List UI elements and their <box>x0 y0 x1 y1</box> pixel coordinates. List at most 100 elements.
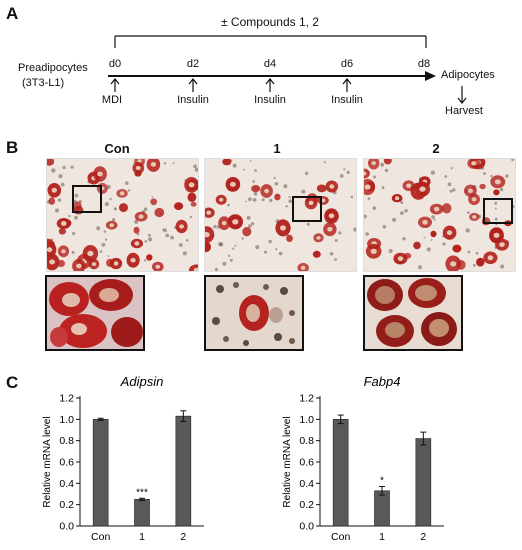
nucleus-dot <box>60 182 65 187</box>
lipid-core <box>119 191 125 196</box>
nucleus-dot <box>143 207 148 211</box>
nucleus-dot <box>306 222 310 226</box>
lipid-core <box>450 261 457 267</box>
nucleus-dot <box>99 250 103 253</box>
addition-label-insulin-d6: Insulin <box>331 94 363 106</box>
nucleus-dot <box>274 181 279 186</box>
nucleus-dot <box>248 197 252 202</box>
nucleus-dot <box>162 228 165 231</box>
lipid-core <box>467 188 473 193</box>
lipid-core <box>493 232 500 238</box>
nucleus-dot <box>163 162 167 165</box>
nucleus-dot <box>113 207 117 211</box>
lipid-core <box>97 171 103 177</box>
y-tick-label: 0.6 <box>299 457 314 469</box>
lipid-core <box>308 200 314 206</box>
nucleus-dot <box>104 238 108 241</box>
lipid-core <box>47 247 53 253</box>
lipid-core <box>280 225 286 231</box>
lipid-core <box>137 159 142 163</box>
lipid-core <box>327 227 333 232</box>
nucleus-dot <box>218 242 223 247</box>
nucleus-dot <box>418 265 422 270</box>
lipid-droplet <box>150 198 158 206</box>
y-tick-label: 1.2 <box>59 393 74 405</box>
chart-fabp4: Fabp4 Relative mRNA level 0.0 0.2 0.4 0.6 0.8 1… <box>282 374 444 543</box>
nucleus-dot <box>505 174 509 178</box>
lipid-droplet <box>364 168 370 179</box>
lipid-droplet <box>119 203 128 213</box>
nucleus-dot <box>343 168 346 171</box>
nucleus-dot <box>483 172 486 175</box>
nucleus-dot <box>57 198 62 202</box>
lipid-core <box>51 187 57 193</box>
lipid-core <box>397 256 404 261</box>
lipid-core <box>316 236 321 240</box>
nucleus-dot <box>499 187 504 192</box>
nucleus-dot <box>234 244 237 247</box>
lipid-core <box>446 230 453 236</box>
nucleus-dot <box>245 200 247 203</box>
day-arrow-d2-head <box>188 78 198 85</box>
end-action-label: Harvest <box>445 105 483 117</box>
nucleus-dot <box>232 163 237 168</box>
panel-letter-c: C <box>6 373 19 392</box>
nucleus-dot <box>58 174 63 179</box>
lipid-core <box>264 188 270 194</box>
nucleus-dot <box>68 214 71 218</box>
nucleus-dot <box>170 235 174 240</box>
nucleus-dot <box>74 193 79 198</box>
nucleus-dot <box>273 176 276 180</box>
nucleus-dot <box>392 217 397 222</box>
lipid-core <box>205 232 210 238</box>
y-tick-label: 0.8 <box>59 435 74 447</box>
lipid-core <box>328 213 335 219</box>
lipid-core <box>471 197 477 202</box>
nucleus-dot <box>185 239 189 242</box>
nucleus-dot <box>388 249 393 253</box>
nucleus-dot <box>449 189 453 193</box>
bar <box>332 419 349 527</box>
inset-2 <box>363 275 463 351</box>
timeline-diagram <box>108 35 467 104</box>
nucleus-dot <box>252 180 255 183</box>
nucleus-dot <box>242 168 245 171</box>
nucleus-dot <box>148 237 153 242</box>
nucleus-dot <box>214 267 219 271</box>
nucleus-dot <box>452 188 456 192</box>
lipid-core <box>487 255 494 261</box>
nucleus-dot <box>96 226 101 231</box>
nucleus-dot <box>194 167 198 172</box>
nucleus-dot <box>288 196 291 199</box>
day-label-d6: d6 <box>340 58 354 70</box>
bar <box>134 499 150 527</box>
lipid-core <box>364 171 367 176</box>
cell-line-sublabel: (3T3-L1) <box>22 77 65 89</box>
nucleus-dot <box>402 237 406 241</box>
y-tick-label: 0.8 <box>299 435 314 447</box>
lipid-droplet <box>413 241 421 250</box>
lipid-core <box>193 267 198 271</box>
lipid-droplet <box>133 226 140 234</box>
inset-con <box>45 275 145 351</box>
nucleus-dot <box>125 181 129 185</box>
day-arrow-d0-head <box>110 78 120 85</box>
nucleus-dot <box>472 263 476 267</box>
panel-letter-b: B <box>6 138 19 157</box>
lipid-core <box>471 161 477 166</box>
lipid-core <box>364 184 371 190</box>
nucleus-dot <box>301 189 306 194</box>
nucleus-dot <box>227 203 230 207</box>
nucleus-dot <box>450 167 453 170</box>
nucleus-dot <box>334 258 337 261</box>
lipid-core <box>370 248 377 254</box>
nucleus-dot <box>264 250 267 254</box>
nucleus-dot <box>112 218 116 222</box>
harvest-arrow-head <box>457 97 467 104</box>
lipid-core <box>109 223 114 228</box>
lipid-core <box>206 210 212 215</box>
nucleus-dot <box>384 168 389 173</box>
nucleus-dot <box>178 243 183 247</box>
nucleus-dot <box>268 239 272 244</box>
lipid-core <box>188 182 195 188</box>
